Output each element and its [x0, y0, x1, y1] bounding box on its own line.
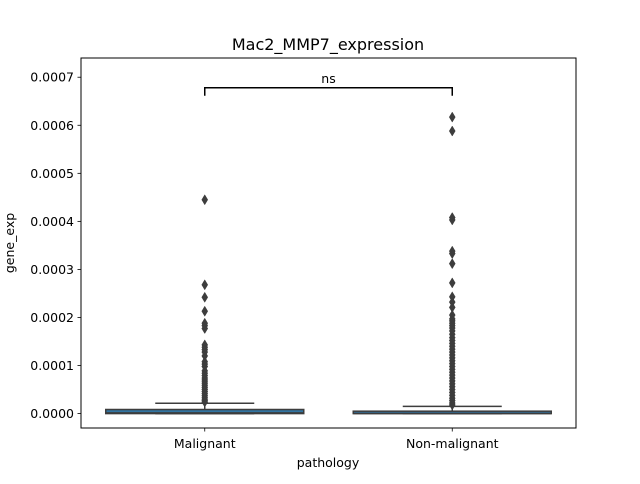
outlier-point	[201, 194, 209, 206]
y-tick-label: 0.0006	[30, 118, 74, 133]
chart-title: Mac2_MMP7_expression	[232, 35, 424, 55]
annotations: ns	[204, 71, 453, 96]
plot-area	[105, 111, 552, 415]
outlier-point	[201, 305, 209, 317]
x-axis-label: pathology	[297, 455, 360, 470]
outlier-point	[448, 258, 456, 270]
outlier-point	[448, 125, 456, 137]
x-tick-label: Non-malignant	[406, 436, 499, 451]
y-tick-label: 0.0004	[30, 214, 74, 229]
y-tick-label: 0.0005	[30, 166, 74, 181]
y-tick-label: 0.0000	[30, 406, 74, 421]
y-axis: 0.0000 0.0001 0.0002 0.0003 0.0004 0.0005 0.00…	[30, 70, 81, 421]
significance-label: ns	[321, 71, 335, 86]
x-tick-label: Malignant	[174, 436, 236, 451]
outlier-point	[201, 396, 209, 408]
y-tick-label: 0.0007	[30, 70, 74, 85]
outlier-point	[448, 214, 456, 226]
outlier-point	[448, 277, 456, 289]
box-group	[352, 111, 552, 415]
y-tick-label: 0.0003	[30, 262, 74, 277]
outlier-point	[448, 399, 456, 411]
significance-bracket	[204, 87, 453, 96]
outlier-point	[201, 279, 209, 291]
outlier-point	[201, 323, 209, 335]
y-tick-label: 0.0002	[30, 310, 74, 325]
outlier-point	[448, 111, 456, 123]
axes-frame	[80, 57, 577, 429]
outlier-point	[201, 291, 209, 303]
x-axis: Malignant Non-malignant	[174, 428, 499, 451]
box-group	[105, 194, 305, 415]
y-tick-label: 0.0001	[30, 358, 74, 373]
y-axis-label: gene_exp	[2, 213, 17, 273]
